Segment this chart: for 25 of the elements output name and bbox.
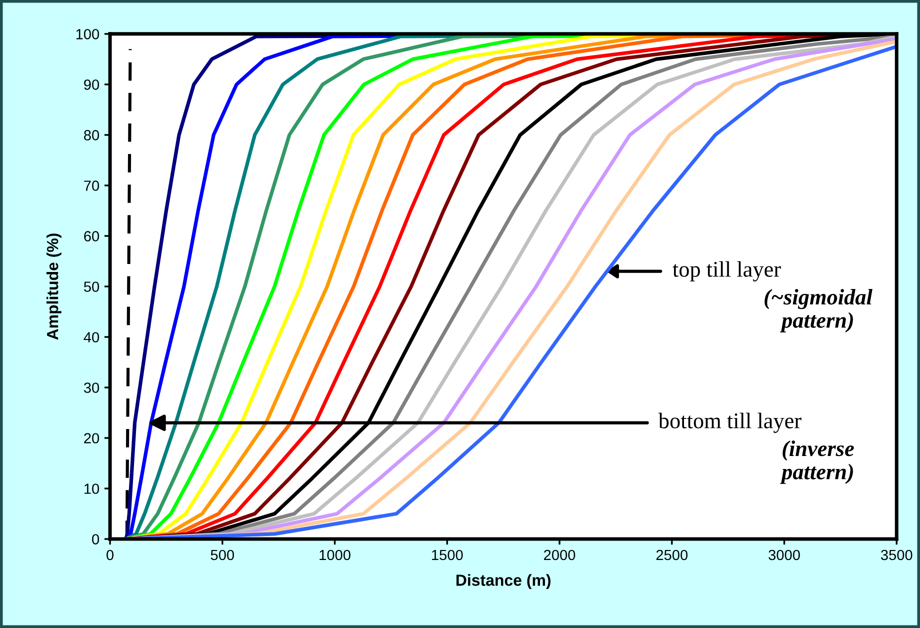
x-tick-label: 2000 [544, 550, 576, 560]
x-tick-label: 1000 [320, 550, 350, 560]
y-tick-label: 100 [76, 29, 100, 40]
x-tick-label: 3500 [880, 550, 912, 560]
annotation: top till layer [672, 261, 781, 282]
y-tick-label: 20 [84, 433, 100, 444]
x-tick-label: 1500 [432, 550, 463, 560]
y-tick-label: 60 [84, 231, 100, 242]
annotation: (inverse pattern) [780, 440, 854, 484]
annotation: (~sigmoidal pattern) [764, 288, 872, 332]
y-tick-label: 70 [84, 180, 100, 191]
annotation: bottom till layer [658, 412, 802, 433]
x-tick-label: 3000 [768, 550, 800, 560]
x-tick-label: 0 [106, 550, 114, 560]
y-tick-label: 80 [84, 130, 100, 140]
x-tick-label: 2500 [656, 550, 688, 560]
y-tick-label: 40 [84, 332, 100, 342]
x-tick-label: 500 [210, 550, 234, 560]
y-tick-label: 90 [84, 80, 100, 90]
y-tick-label: 30 [84, 382, 100, 393]
x-axis-title: Distance (m) [456, 574, 550, 590]
y-tick-label: 0 [92, 534, 100, 544]
y-tick-label: 50 [84, 282, 100, 292]
y-tick-label: 10 [84, 484, 100, 494]
y-axis-title: Amplitude (%) [46, 234, 62, 340]
